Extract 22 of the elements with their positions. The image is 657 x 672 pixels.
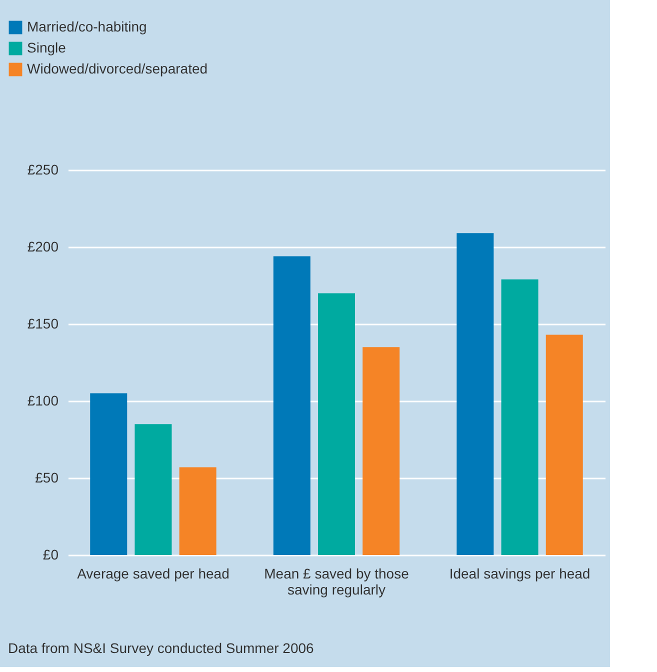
bar [501, 279, 538, 555]
y-tick-label: £100 [27, 392, 59, 408]
y-tick-label: £50 [35, 470, 59, 486]
bar [90, 393, 128, 555]
bar [134, 424, 172, 555]
x-tick-label: Ideal savings per head [449, 566, 590, 582]
bar [546, 334, 583, 555]
x-tick-label: Mean £ saved by those saving regularly [264, 566, 410, 598]
y-tick-label: £150 [27, 316, 59, 332]
bar [362, 347, 400, 555]
bar [273, 256, 310, 555]
bar [318, 293, 355, 555]
x-tick-label: Average saved per head [77, 566, 230, 582]
bar [456, 233, 494, 555]
y-tick-label: £200 [27, 238, 59, 254]
legend-label: Married/co-habiting [27, 18, 147, 34]
bar [179, 467, 216, 555]
legend-label: Widowed/divorced/separated [27, 60, 208, 76]
legend-label: Single [27, 40, 66, 56]
y-tick-label: £250 [27, 162, 59, 178]
text: Data from NS&I Survey conducted Summer 2006 [8, 640, 314, 656]
y-tick-label: £0 [42, 546, 59, 562]
